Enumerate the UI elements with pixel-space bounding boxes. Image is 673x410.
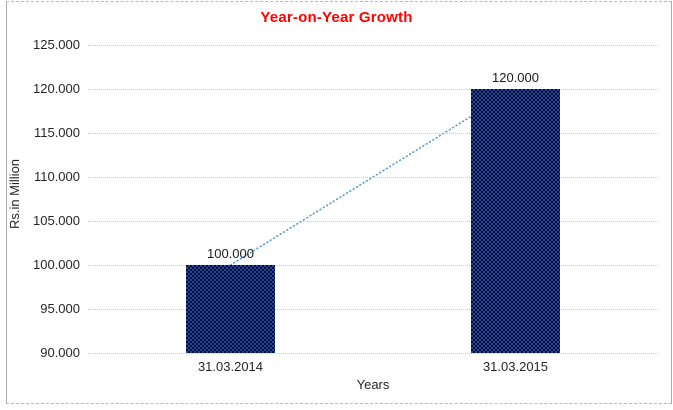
data-label: 120.000 — [492, 70, 539, 85]
gridline — [88, 309, 658, 310]
y-axis-tick-label: 95.000 — [40, 301, 80, 316]
gridline — [88, 265, 658, 266]
y-axis-title: Rs.in Million — [7, 158, 22, 230]
y-axis-tick-label: 115.000 — [33, 125, 80, 140]
gridline — [88, 353, 658, 354]
y-axis-tick-label: 120.000 — [33, 81, 80, 96]
gridline — [88, 221, 658, 222]
y-axis-tick-label: 90.000 — [40, 345, 80, 360]
gridline — [88, 133, 658, 134]
x-axis-title: Years — [356, 377, 390, 392]
x-axis-tick-label: 31.03.2015 — [482, 359, 549, 374]
chart-title: Year-on-Year Growth — [260, 9, 413, 26]
bar-31.03.2014 — [186, 265, 275, 353]
gridline — [88, 89, 658, 90]
chart-border — [6, 1, 672, 404]
x-axis-tick-label: 31.03.2014 — [197, 359, 264, 374]
y-axis-tick-label: 110.000 — [33, 169, 80, 184]
y-axis-tick-label: 105.000 — [33, 213, 80, 228]
gridline — [88, 45, 658, 46]
y-axis-tick-label: 100.000 — [33, 257, 80, 272]
gridline — [88, 177, 658, 178]
y-axis-tick-label: 125.000 — [33, 37, 80, 52]
bar-31.03.2015 — [471, 89, 560, 353]
data-label: 100.000 — [207, 246, 254, 261]
